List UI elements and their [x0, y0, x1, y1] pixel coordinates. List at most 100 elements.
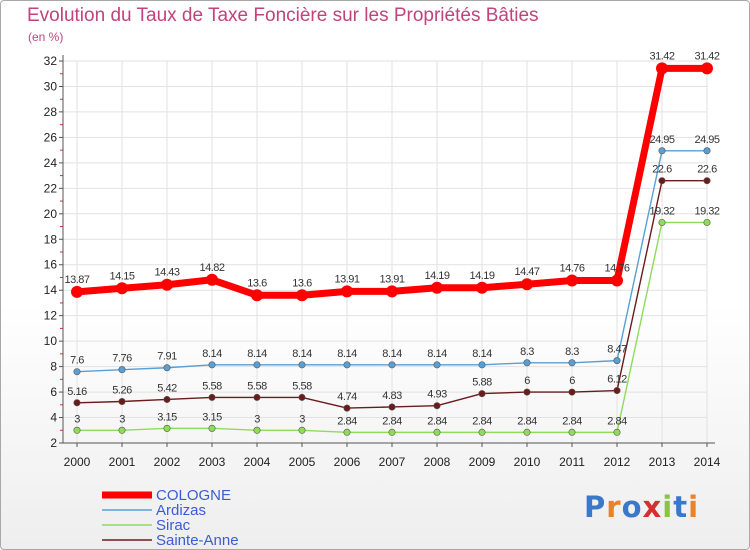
- data-point: [656, 62, 668, 75]
- data-point: [431, 281, 443, 294]
- x-tick-label: 2000: [64, 455, 91, 469]
- data-label: 22.6: [697, 164, 717, 176]
- data-point: [388, 403, 396, 411]
- data-label: 8.14: [337, 348, 357, 360]
- data-point: [658, 218, 666, 226]
- data-point: [298, 426, 306, 434]
- data-point: [658, 147, 666, 155]
- data-label: 2.84: [382, 415, 402, 427]
- data-label: 4.74: [337, 391, 357, 403]
- logo-letter: r: [606, 490, 622, 524]
- data-point: [253, 361, 261, 369]
- y-tick-label: 2: [50, 436, 57, 450]
- grid-lines: [63, 60, 708, 444]
- data-label: 8.47: [607, 344, 627, 356]
- data-label: 6.12: [607, 374, 627, 386]
- data-label: 5.58: [292, 380, 312, 392]
- y-tick-label: 22: [44, 181, 58, 195]
- data-label: 2.84: [517, 415, 537, 427]
- y-tick-label: 26: [44, 130, 58, 144]
- logo-letter: o: [621, 490, 643, 524]
- data-point: [298, 361, 306, 369]
- data-label: 7.6: [70, 355, 84, 367]
- legend-label-sirac: Sirac: [156, 517, 191, 534]
- legend-label-sainte-anne: Sainte-Anne: [156, 532, 239, 549]
- x-tick-label: 2003: [199, 455, 226, 469]
- data-label: 13.91: [334, 273, 359, 285]
- data-label: 14.19: [469, 270, 494, 282]
- data-label: 6: [524, 375, 530, 387]
- data-point: [163, 364, 171, 372]
- data-point: [433, 402, 441, 410]
- data-label: 13.87: [64, 274, 89, 286]
- data-point: [613, 357, 621, 365]
- x-tick-label: 2013: [649, 455, 676, 469]
- x-tick-label: 2004: [244, 455, 271, 469]
- data-label: 3: [254, 413, 260, 425]
- data-label: 19.32: [649, 205, 674, 217]
- y-tick-label: 6: [50, 385, 57, 399]
- data-label: 8.14: [292, 348, 312, 360]
- x-tick-label: 2014: [694, 455, 721, 469]
- data-point: [118, 397, 126, 405]
- data-label: 31.42: [649, 50, 674, 62]
- data-label: 5.58: [247, 380, 267, 392]
- data-point: [433, 361, 441, 369]
- data-point: [523, 359, 531, 367]
- data-point: [433, 428, 441, 436]
- data-label: 8.14: [247, 348, 267, 360]
- data-label: 2.84: [472, 415, 492, 427]
- data-label: 8.3: [520, 346, 534, 358]
- data-label: 3: [74, 413, 80, 425]
- data-label: 2.84: [427, 415, 447, 427]
- data-point: [208, 393, 216, 401]
- data-label: 14.15: [109, 270, 134, 282]
- data-label: 14.19: [424, 270, 449, 282]
- data-label: 5.58: [202, 380, 222, 392]
- data-label: 4.93: [427, 389, 447, 401]
- data-point: [73, 426, 81, 434]
- data-label: 2.84: [607, 415, 627, 427]
- x-tick-label: 2008: [424, 455, 451, 469]
- data-label: 19.32: [694, 205, 719, 217]
- y-tick-label: 16: [44, 258, 58, 272]
- data-point: [703, 177, 711, 185]
- data-label: 6: [569, 375, 575, 387]
- data-point: [478, 390, 486, 398]
- y-tick-label: 14: [44, 283, 58, 297]
- chart-title: Evolution du Taux de Taxe Foncière sur l…: [27, 5, 539, 26]
- data-point: [253, 393, 261, 401]
- x-tick-label: 2012: [604, 455, 631, 469]
- y-tick-label: 30: [44, 79, 58, 93]
- data-label: 8.3: [565, 346, 579, 358]
- x-tick-label: 2002: [154, 455, 181, 469]
- data-labels: 13.87 14.15 14.43 14.82 13.6 13.6 13.91 13.91 14…: [64, 50, 720, 427]
- logo-letter: i: [688, 490, 700, 524]
- data-label: 3.15: [202, 411, 222, 423]
- data-point: [208, 424, 216, 432]
- data-point: [251, 289, 263, 302]
- data-label: 5.16: [67, 386, 87, 398]
- data-point: [73, 368, 81, 376]
- data-point: [568, 359, 576, 367]
- data-label: 14.76: [559, 263, 584, 275]
- data-label: 8.14: [382, 348, 402, 360]
- x-tick-label: 2007: [379, 455, 406, 469]
- data-point: [116, 282, 128, 295]
- data-label: 8.14: [427, 348, 447, 360]
- data-point: [701, 62, 713, 75]
- data-point: [613, 428, 621, 436]
- data-label: 5.42: [157, 382, 177, 394]
- data-label: 3: [119, 413, 125, 425]
- x-tick-label: 2006: [334, 455, 361, 469]
- data-label: 13.6: [247, 277, 267, 289]
- data-point: [478, 361, 486, 369]
- data-point: [343, 404, 351, 412]
- data-label: 14.43: [154, 267, 179, 279]
- data-label: 13.6: [292, 277, 312, 289]
- data-point: [613, 387, 621, 395]
- data-point: [566, 274, 578, 287]
- logo-letter: i: [662, 490, 674, 524]
